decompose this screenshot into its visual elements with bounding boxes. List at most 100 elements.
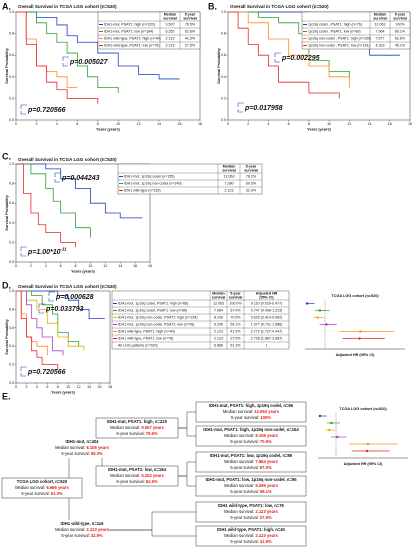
x-tick-label: 14 bbox=[87, 385, 91, 389]
x-axis-label: Years (years) bbox=[51, 391, 75, 395]
hr-point bbox=[318, 414, 322, 418]
five-year-label: 5-year survival: bbox=[21, 491, 49, 496]
table-row-label: IDH1 wild-type (n=116) bbox=[124, 188, 161, 192]
p-value: p=0.000628 bbox=[55, 294, 94, 301]
table-header: Median bbox=[374, 13, 386, 17]
y-tick-label: 1.0 bbox=[9, 162, 14, 166]
node-label: IDH1-mut, PSAT1: high, 1p19q codel, n=66 bbox=[209, 403, 294, 408]
panel-letter: D. bbox=[2, 280, 11, 290]
five-year-value: 70.5% bbox=[260, 439, 272, 444]
table-cell: 27.5% bbox=[185, 43, 196, 47]
node-median: Median survival:12.063 years bbox=[223, 409, 280, 414]
median-value: 6.666 years bbox=[46, 485, 69, 490]
table-row-label: IDH1-mut, 1p19q non-codel, PSAT1: high (… bbox=[118, 315, 198, 319]
table-header: 5-year bbox=[230, 292, 241, 296]
p-value: p=0.033793 bbox=[45, 306, 84, 313]
table-cell: 67.0% bbox=[230, 308, 241, 312]
survival-curve bbox=[16, 11, 99, 104]
hr-point bbox=[366, 442, 370, 446]
y-tick-label: 1.0 bbox=[9, 10, 14, 14]
p-value: p=0.720566 bbox=[27, 107, 66, 114]
y-tick-label: 0.6 bbox=[9, 326, 14, 330]
p-value: p=0.044243 bbox=[61, 175, 100, 182]
node-median: Median survival:5.296 years bbox=[224, 483, 279, 488]
median-value: 9.507 years bbox=[141, 425, 164, 430]
y-tick-label: 0.2 bbox=[9, 96, 14, 100]
legend-table bbox=[301, 11, 411, 50]
median-label: Median survival: bbox=[224, 433, 254, 438]
node-label: IDH1 wild-type, PSAT1: low, n=76 bbox=[218, 503, 284, 508]
x-tick-label: 10 bbox=[88, 264, 92, 268]
median-label: Median survival: bbox=[55, 445, 85, 450]
median-label: Median survival: bbox=[55, 527, 85, 532]
node-median: Median survival:2.123 years bbox=[224, 533, 279, 538]
five-year-label: 5-year survival: bbox=[231, 415, 259, 420]
table-row-label: IDH1-mut, PSAT1: low (n=184) bbox=[104, 29, 153, 33]
y-tick-label: 0.2 bbox=[221, 96, 226, 100]
table-header: survival bbox=[163, 16, 177, 20]
table-cell: 60.5% bbox=[246, 181, 257, 185]
p-value: p=1.00*10-11 bbox=[27, 247, 67, 256]
five-year-label: 5-year survival: bbox=[116, 431, 144, 436]
median-label: Median survival: bbox=[15, 485, 45, 490]
x-tick-label: 0 bbox=[227, 122, 229, 126]
panel-letter: E. bbox=[2, 391, 11, 401]
x-tick-label: 4 bbox=[56, 122, 58, 126]
node-five-year: 5-year survival:27.5% bbox=[230, 515, 272, 520]
table-cell: 2.123 bbox=[166, 36, 175, 40]
table-row-label: IDH1-mut, 1p19q non-codel (n=249) bbox=[124, 181, 182, 185]
hr-point bbox=[365, 449, 369, 453]
panel-letter: C. bbox=[2, 151, 11, 161]
x-axis-label: Years (years) bbox=[71, 270, 95, 274]
table-header: 5-year bbox=[185, 13, 196, 17]
table-row-label: IDH1-mut, 1p19q codel, PSAT1: high (n=66… bbox=[118, 301, 188, 305]
tree-edge bbox=[108, 529, 196, 537]
node-five-year: 5-year survival:61.3% bbox=[21, 491, 63, 496]
table-cell: 27.5% bbox=[230, 336, 241, 340]
median-value: 6.252 years bbox=[141, 473, 164, 478]
plot-frame bbox=[15, 290, 111, 384]
survival-curve bbox=[16, 163, 143, 219]
table-header: Median bbox=[223, 165, 235, 169]
y-tick-label: 1.0 bbox=[221, 10, 226, 14]
table-row-label: 1p19q non-codel , PSAT1: low (n=161) bbox=[308, 43, 370, 47]
x-tick-label: 0 bbox=[15, 122, 17, 126]
survival-curve bbox=[16, 290, 59, 370]
x-tick-label: 0 bbox=[15, 264, 17, 268]
x-tick-label: 16 bbox=[178, 122, 182, 126]
y-tick-label: 0.0 bbox=[9, 381, 14, 385]
five-year-value: 32.9% bbox=[91, 533, 103, 538]
legend-table bbox=[111, 290, 290, 350]
table-header: survival bbox=[393, 16, 407, 20]
node-five-year: 5-year survival:67.0% bbox=[230, 465, 272, 470]
table-cell: 2.123 bbox=[225, 188, 234, 192]
survival-curve bbox=[16, 290, 105, 319]
y-axis-label: Survival Probability bbox=[217, 47, 221, 83]
table-cell: 41.5% bbox=[185, 36, 196, 40]
tree-node bbox=[1, 477, 83, 499]
median-value: 2.123 years bbox=[255, 533, 278, 538]
x-tick-label: 18 bbox=[148, 264, 152, 268]
x-tick-label: 14 bbox=[368, 122, 372, 126]
hr-point bbox=[336, 435, 339, 439]
median-label: Median survival: bbox=[224, 533, 254, 538]
x-tick-label: 14 bbox=[157, 122, 161, 126]
median-label: Median survival: bbox=[110, 425, 140, 430]
node-five-year: 5-year survival:59.1% bbox=[230, 489, 272, 494]
x-tick-label: 12 bbox=[347, 122, 351, 126]
five-year-value: 41.5% bbox=[260, 539, 272, 544]
x-axis-label: Years (years) bbox=[307, 128, 331, 132]
table-header: survival bbox=[183, 16, 197, 20]
y-axis-label: Survival Probability bbox=[5, 194, 9, 230]
median-value: 8.106 years bbox=[255, 433, 278, 438]
y-axis-label: Survival Probability bbox=[5, 47, 9, 83]
table-cell: 1 bbox=[266, 343, 268, 347]
tree-node bbox=[95, 417, 179, 439]
node-label: IDH1 wild-type, n=116 bbox=[61, 521, 105, 526]
tree-node bbox=[95, 465, 179, 487]
node-label: IDH1-mut, PSAT1: high, 1p19q non-codel, … bbox=[203, 427, 299, 432]
table-cell: 0.110 (0.029-0.477) bbox=[251, 301, 282, 305]
node-label: TCGA LGG cohort, n=520 bbox=[17, 479, 68, 484]
hr-point bbox=[318, 309, 322, 312]
five-year-value: 67.0% bbox=[260, 465, 272, 470]
